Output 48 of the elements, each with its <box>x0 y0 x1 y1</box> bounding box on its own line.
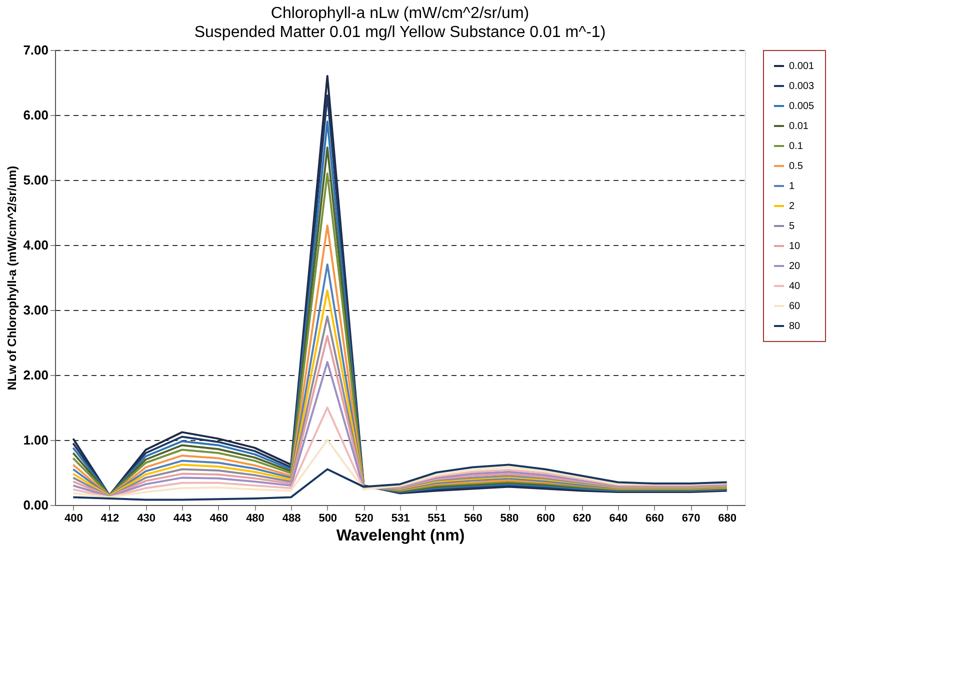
legend-label: 60 <box>789 301 801 312</box>
y-axis-title: NLw of Chlorophyll-a (mW/cm^2/sr/um) <box>5 166 20 390</box>
legend-label: 20 <box>789 261 801 272</box>
y-tick-label: 5.00 <box>23 172 48 188</box>
chart-title: Chlorophyll-a nLw (mW/cm^2/sr/um) <box>270 5 530 22</box>
x-tick-label: 488 <box>282 512 301 524</box>
line-series <box>72 439 728 498</box>
x-tick-label: 551 <box>428 512 446 524</box>
x-tick-label: 460 <box>210 512 228 524</box>
legend-label: 1 <box>789 181 795 192</box>
x-tick-label: 670 <box>682 512 700 524</box>
x-tick-label: 680 <box>718 512 737 524</box>
line-series <box>72 406 728 498</box>
x-tick-label: 430 <box>137 512 156 524</box>
x-tick-label: 400 <box>64 512 83 524</box>
y-tick-label: 3.00 <box>23 302 48 318</box>
line-series <box>72 361 728 498</box>
legend-label: 0.5 <box>789 161 804 172</box>
y-tick-label: 1.00 <box>23 432 48 448</box>
y-tick-label: 0.00 <box>23 498 48 512</box>
legend-label: 0.003 <box>789 81 814 92</box>
x-tick-label: 600 <box>536 512 555 524</box>
x-tick-label: 412 <box>100 512 120 524</box>
x-tick-label: 500 <box>318 512 338 524</box>
x-tick-label: 660 <box>646 512 664 524</box>
x-tick-label: 443 <box>173 512 192 524</box>
y-tick-label: 6.00 <box>23 108 48 122</box>
x-tick-label: 560 <box>464 512 482 524</box>
legend-label: 0.005 <box>789 101 814 112</box>
legend-label: 0.1 <box>789 141 804 152</box>
legend-label: 5 <box>789 221 795 232</box>
y-tick-label: 4.00 <box>23 238 48 252</box>
x-tick-label: 480 <box>246 512 264 524</box>
legend-label: 0.001 <box>789 61 814 72</box>
x-tick-label: 620 <box>572 512 592 524</box>
x-tick-label: 531 <box>391 512 410 524</box>
y-tick-label: 7.00 <box>23 42 48 58</box>
chart-subtitle: Suspended Matter 0.01 mg/l Yellow Substance 0.01 m^-1) <box>194 24 606 41</box>
legend-label: 10 <box>789 241 801 252</box>
legend-label: 40 <box>789 281 801 292</box>
legend-label: 80 <box>789 321 801 332</box>
legend-label: 2 <box>789 201 795 212</box>
x-axis-title: Wavelenght (nm) <box>336 528 465 544</box>
legend-label: 0.01 <box>789 121 809 132</box>
y-tick-label: 2.00 <box>23 368 48 382</box>
x-tick-label: 520 <box>355 512 374 524</box>
x-tick-label: 580 <box>500 512 519 524</box>
x-tick-label: 640 <box>609 512 628 524</box>
